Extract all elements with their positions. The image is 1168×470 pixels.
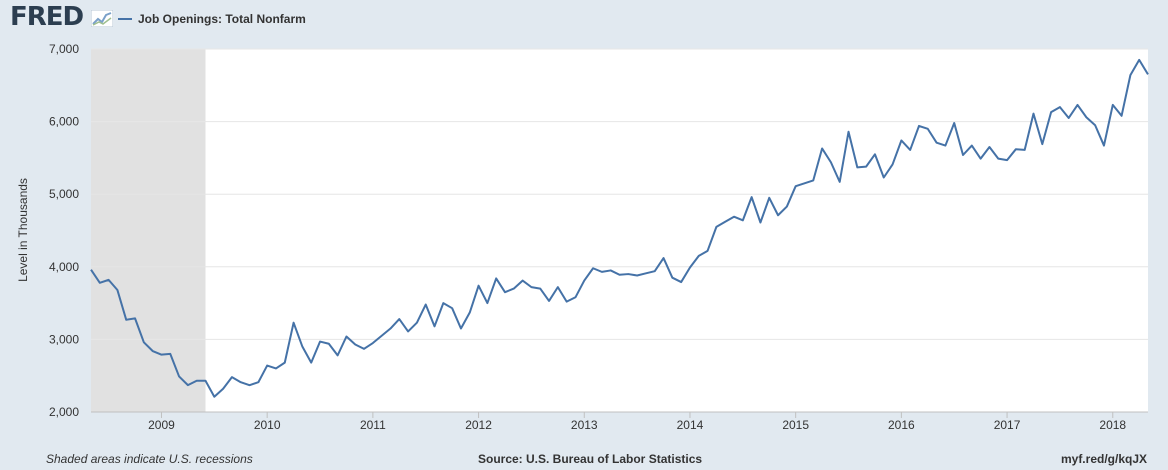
x-tick-label: 2009 — [148, 418, 175, 432]
legend-swatch — [118, 18, 132, 20]
y-axis-ticks: 2,000 3,000 4,000 5,000 6,000 7,000 — [49, 42, 79, 419]
x-tick-label: 2018 — [1099, 418, 1126, 432]
series-line-job-openings — [90, 58, 1149, 398]
source-note[interactable]: Source: U.S. Bureau of Labor Statistics — [478, 452, 703, 466]
recession-shading-group — [91, 49, 206, 412]
short-link[interactable]: myf.red/g/kqJX — [1060, 452, 1147, 466]
y-tick-label: 5,000 — [49, 187, 79, 201]
legend-label: Job Openings: Total Nonfarm — [138, 12, 306, 26]
plot-area — [91, 49, 1148, 412]
x-tick-label: 2010 — [254, 418, 281, 432]
x-tick-label: 2016 — [888, 418, 915, 432]
x-tick-label: 2015 — [782, 418, 809, 432]
x-tick-label: 2012 — [465, 418, 492, 432]
legend: Job Openings: Total Nonfarm — [118, 10, 306, 28]
y-axis-label: Level in Thousands — [16, 178, 30, 282]
y-tick-label: 6,000 — [49, 115, 79, 129]
y-tick-label: 7,000 — [49, 42, 79, 56]
x-axis-ticks: 2009 2010 2011 2012 2013 2014 2015 2016 2017 2018 — [148, 412, 1126, 432]
x-tick-label: 2013 — [571, 418, 598, 432]
chart-header: FRED Job Openings: Total Nonfarm — [0, 0, 1168, 40]
x-tick-label: 2017 — [994, 418, 1021, 432]
fred-graph-icon — [91, 10, 113, 27]
chart-footer: Shaded areas indicate U.S. recessions So… — [0, 450, 1168, 470]
y-tick-label: 4,000 — [49, 260, 79, 274]
y-tick-label: 2,000 — [49, 405, 79, 419]
recession-shading — [91, 49, 206, 412]
gridlines — [91, 48, 1148, 340]
recession-note: Shaded areas indicate U.S. recessions — [46, 452, 253, 466]
x-tick-label: 2014 — [677, 418, 704, 432]
fred-logo[interactable]: FRED — [10, 2, 84, 32]
x-tick-label: 2011 — [360, 418, 386, 432]
y-tick-label: 3,000 — [49, 332, 79, 346]
